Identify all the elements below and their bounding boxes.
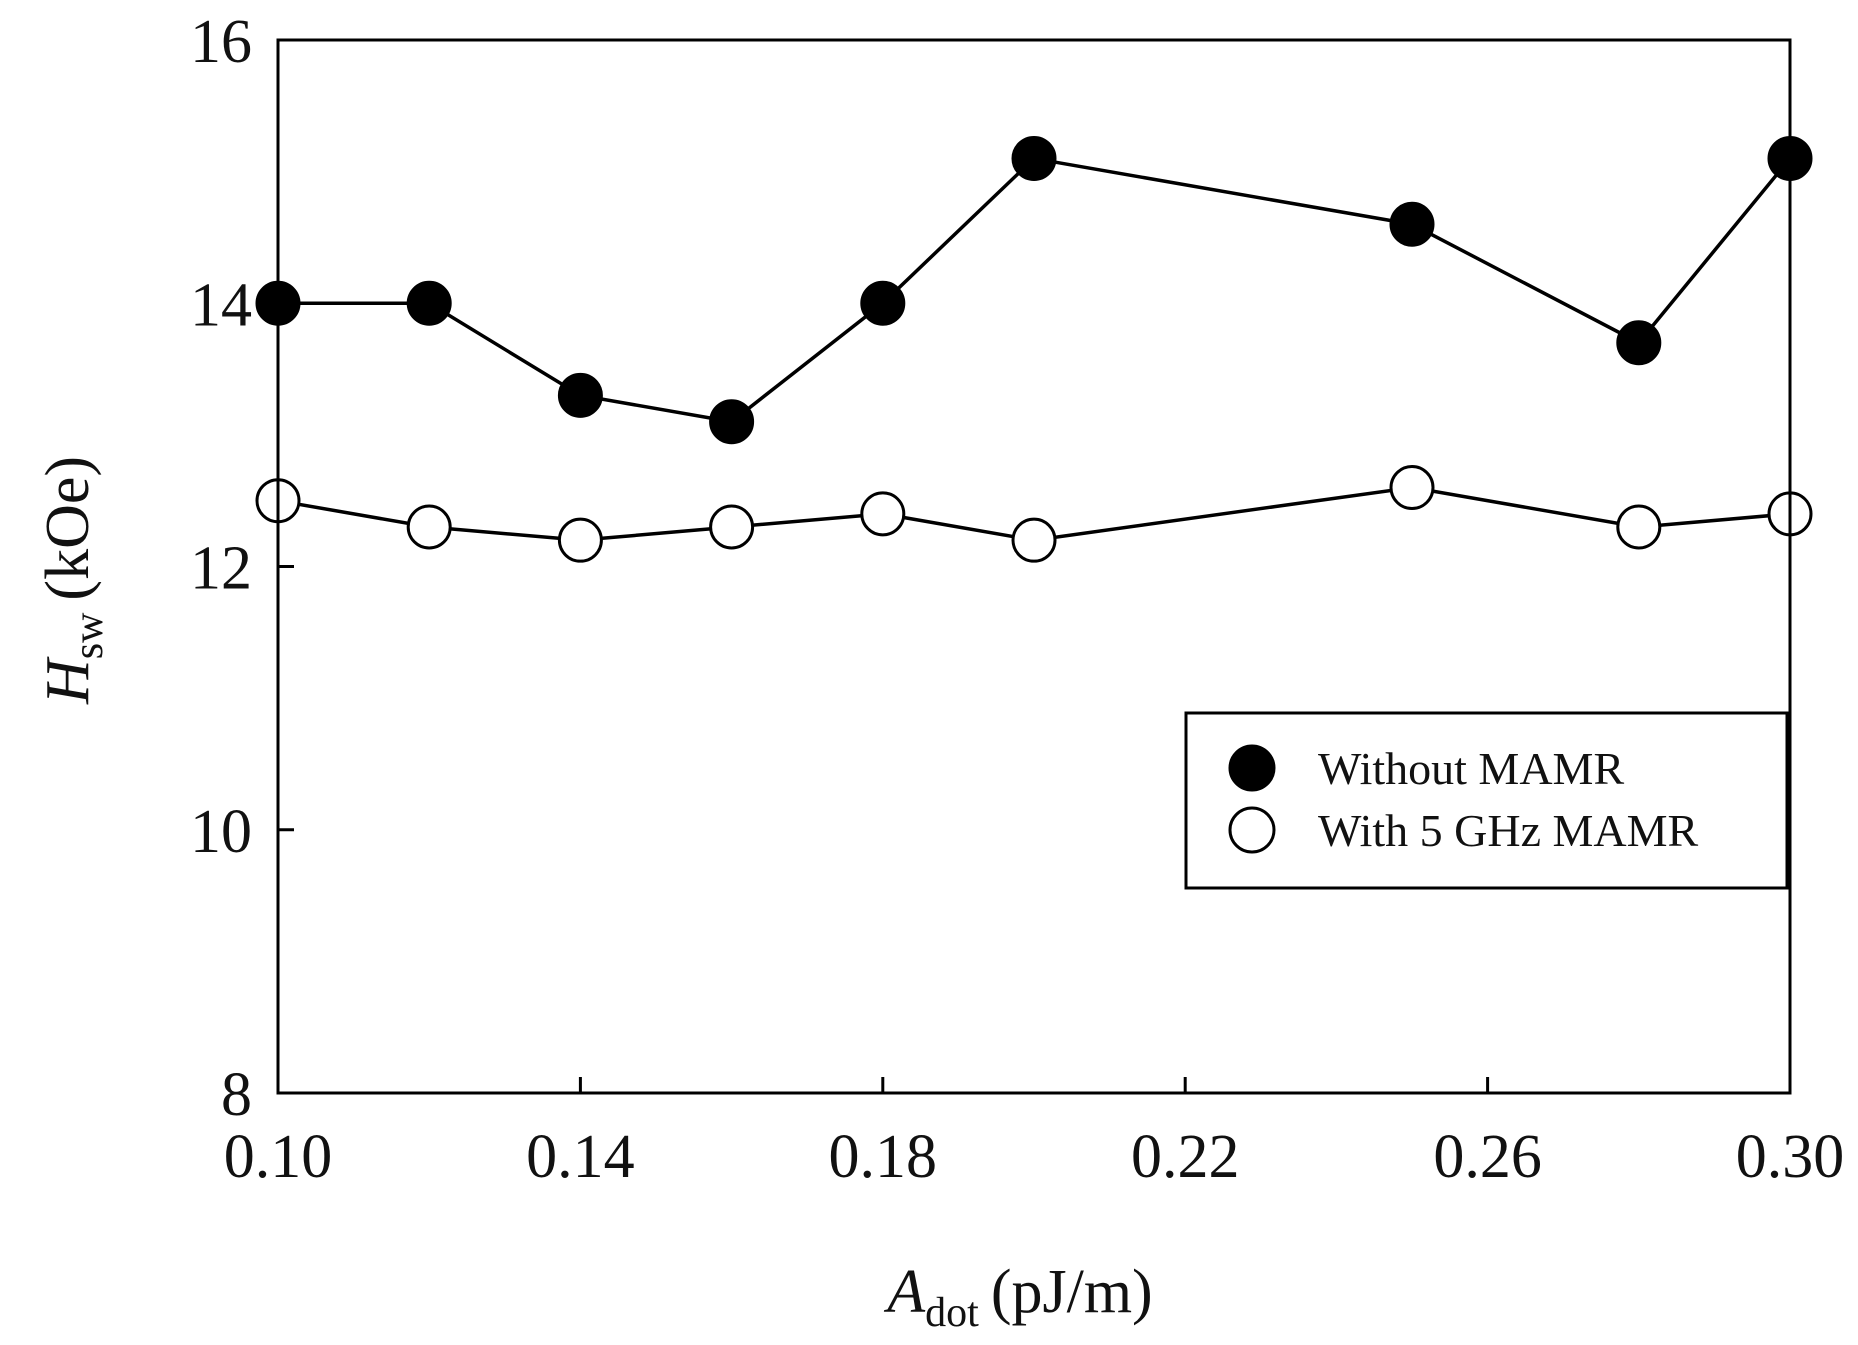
- plot-frame: [276, 38, 1792, 1095]
- y-axis-title-unit: (kOe): [34, 456, 102, 601]
- legend-marker-with-5ghz-mamr: [1228, 806, 1276, 854]
- legend-box: [1184, 711, 1789, 890]
- y-axis-title: Hsw (kOe): [34, 456, 112, 705]
- legend-label-with-5ghz-mamr: With 5 GHz MAMR: [1318, 805, 1699, 856]
- point-with-5-ghz-mamr: [406, 504, 452, 550]
- series-points: [255, 135, 1813, 563]
- point-without-mamr: [1389, 201, 1435, 247]
- legend: Without MAMR With 5 GHz MAMR: [1184, 711, 1789, 890]
- y-tick-label: 10: [190, 798, 252, 866]
- x-tick-label: 0.14: [526, 1123, 635, 1191]
- x-tick-label: 0.18: [829, 1123, 938, 1191]
- legend-label-without-mamr: Without MAMR: [1318, 743, 1624, 794]
- point-with-5-ghz-mamr: [709, 504, 755, 550]
- x-tick-label: 0.22: [1131, 1123, 1240, 1191]
- y-axis-title-main: H: [34, 656, 102, 705]
- y-tick-label: 8: [221, 1061, 252, 1129]
- series-line-without-mamr: [278, 156, 1792, 424]
- point-without-mamr: [709, 399, 755, 445]
- x-tick-label: 0.26: [1433, 1123, 1542, 1191]
- point-without-mamr: [1011, 135, 1057, 181]
- series-lines: [277, 156, 1792, 542]
- x-axis-title-main: A: [883, 1258, 926, 1326]
- legend-marker-without-mamr: [1228, 744, 1276, 792]
- y-tick-label: 12: [190, 535, 252, 603]
- point-with-5-ghz-mamr: [1389, 465, 1435, 511]
- point-without-mamr: [557, 372, 603, 418]
- x-axis-title-unit: (pJ/m): [991, 1258, 1153, 1326]
- point-with-5-ghz-mamr: [1011, 517, 1057, 563]
- x-axis-title: Adot (pJ/m): [883, 1258, 1152, 1336]
- y-tick-label: 16: [190, 8, 252, 76]
- x-axis-title-sub: dot: [925, 1290, 979, 1336]
- x-axis: 0.10 0.14 0.18 0.22 0.26 0.30: [224, 1077, 1845, 1191]
- y-axis-title-sub: sw: [66, 612, 112, 659]
- point-with-5-ghz-mamr: [1616, 504, 1662, 550]
- point-without-mamr: [860, 280, 906, 326]
- x-tick-label: 0.30: [1736, 1123, 1845, 1191]
- point-without-mamr: [1616, 320, 1662, 366]
- point-with-5-ghz-mamr: [557, 517, 603, 563]
- y-tick-label: 14: [190, 271, 252, 339]
- x-tick-label: 0.10: [224, 1123, 333, 1191]
- point-with-5-ghz-mamr: [860, 491, 906, 537]
- point-without-mamr: [406, 280, 452, 326]
